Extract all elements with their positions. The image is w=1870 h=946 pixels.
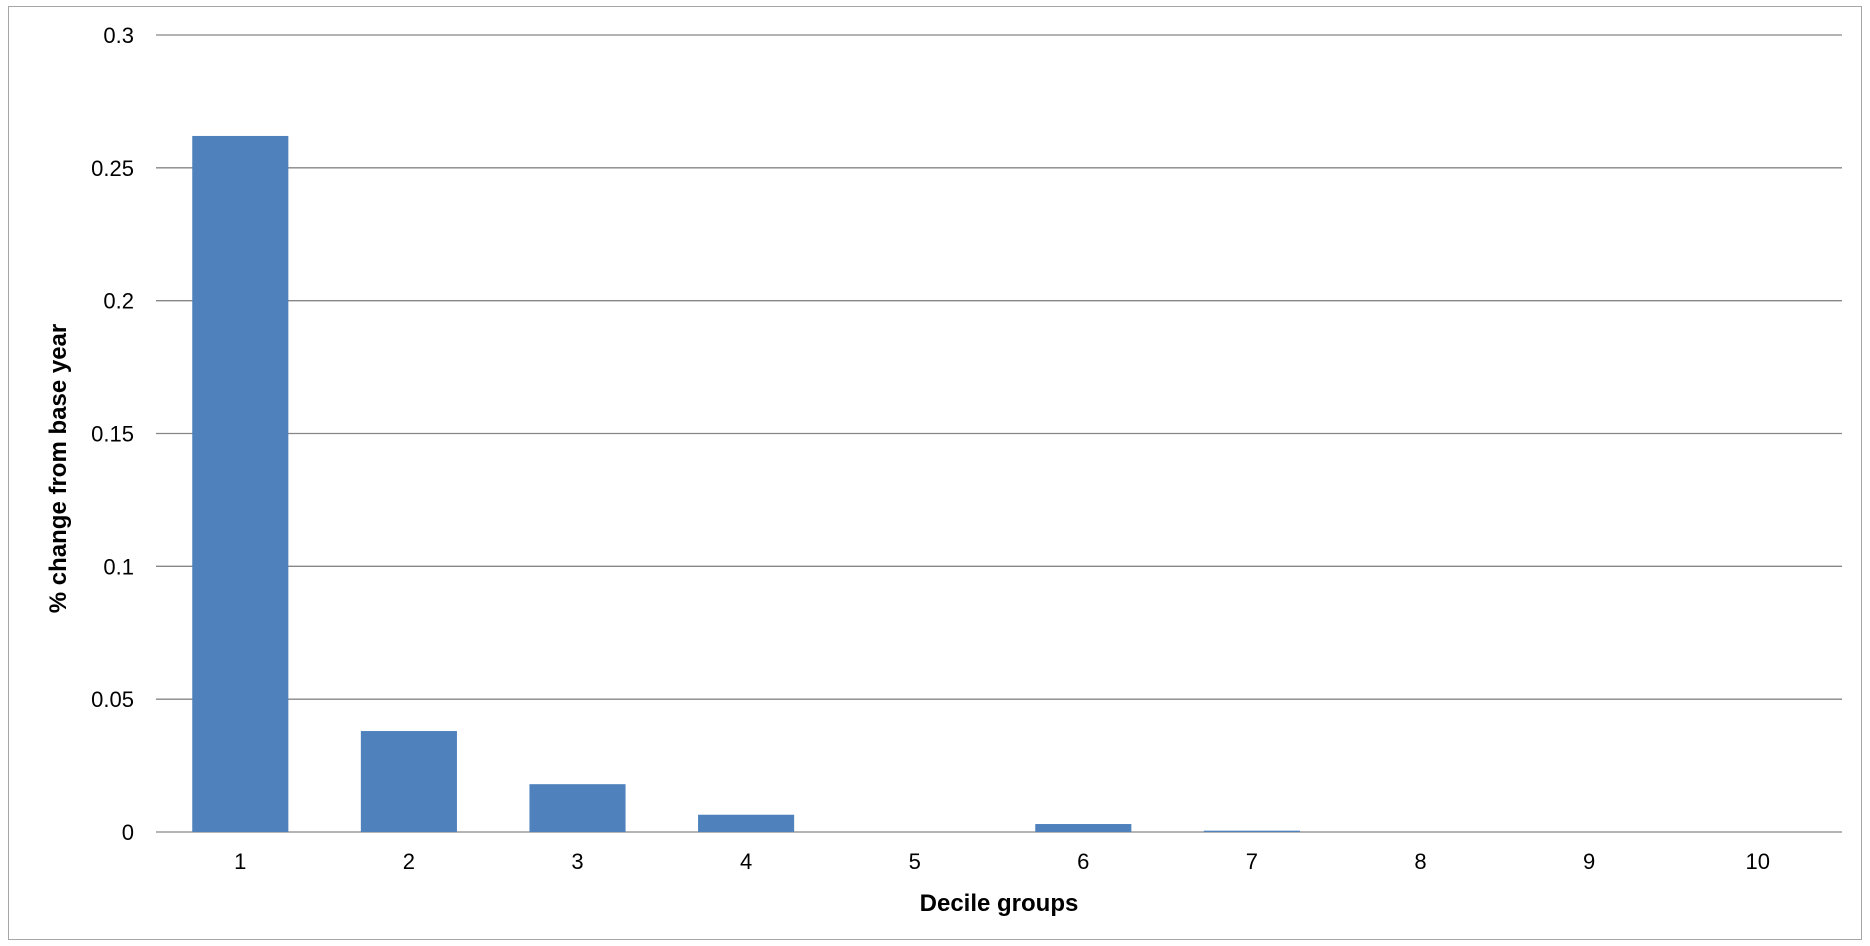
x-tick-label: 6: [1077, 849, 1089, 874]
bar-2: [360, 731, 457, 832]
y-tick-label: 0.05: [91, 687, 134, 712]
bar-1: [192, 135, 289, 832]
x-tick-label: 2: [403, 849, 415, 874]
x-tick-label: 8: [1414, 849, 1426, 874]
x-tick-label: 9: [1583, 849, 1595, 874]
y-tick-label: 0.15: [91, 422, 134, 447]
x-axis-title: Decile groups: [920, 890, 1079, 917]
x-tick-label: 5: [909, 849, 921, 874]
y-axis-title: % change from base year: [45, 324, 72, 613]
bar-6: [1035, 824, 1132, 832]
y-tick-label: 0.25: [91, 156, 134, 181]
x-axis-ticks: 1 2 3 4 5 6 7 8 9 10: [234, 849, 1770, 874]
y-tick-label: 0: [122, 820, 134, 845]
bar-3: [529, 784, 626, 832]
x-tick-label: 1: [234, 849, 246, 874]
x-tick-label: 4: [740, 849, 752, 874]
bar-4: [698, 814, 795, 832]
y-tick-label: 0.1: [103, 554, 134, 579]
chart-frame: [8, 6, 1862, 940]
y-axis-ticks: 0 0.05 0.1 0.15 0.2 0.25 0.3: [91, 23, 134, 845]
bar-7: [1203, 830, 1300, 832]
y-tick-label: 0.2: [103, 289, 134, 314]
gridlines: [156, 34, 1842, 833]
x-tick-label: 10: [1745, 849, 1769, 874]
x-tick-label: 3: [571, 849, 583, 874]
y-tick-label: 0.3: [103, 23, 134, 48]
x-tick-label: 7: [1246, 849, 1258, 874]
bars: [192, 135, 1300, 832]
